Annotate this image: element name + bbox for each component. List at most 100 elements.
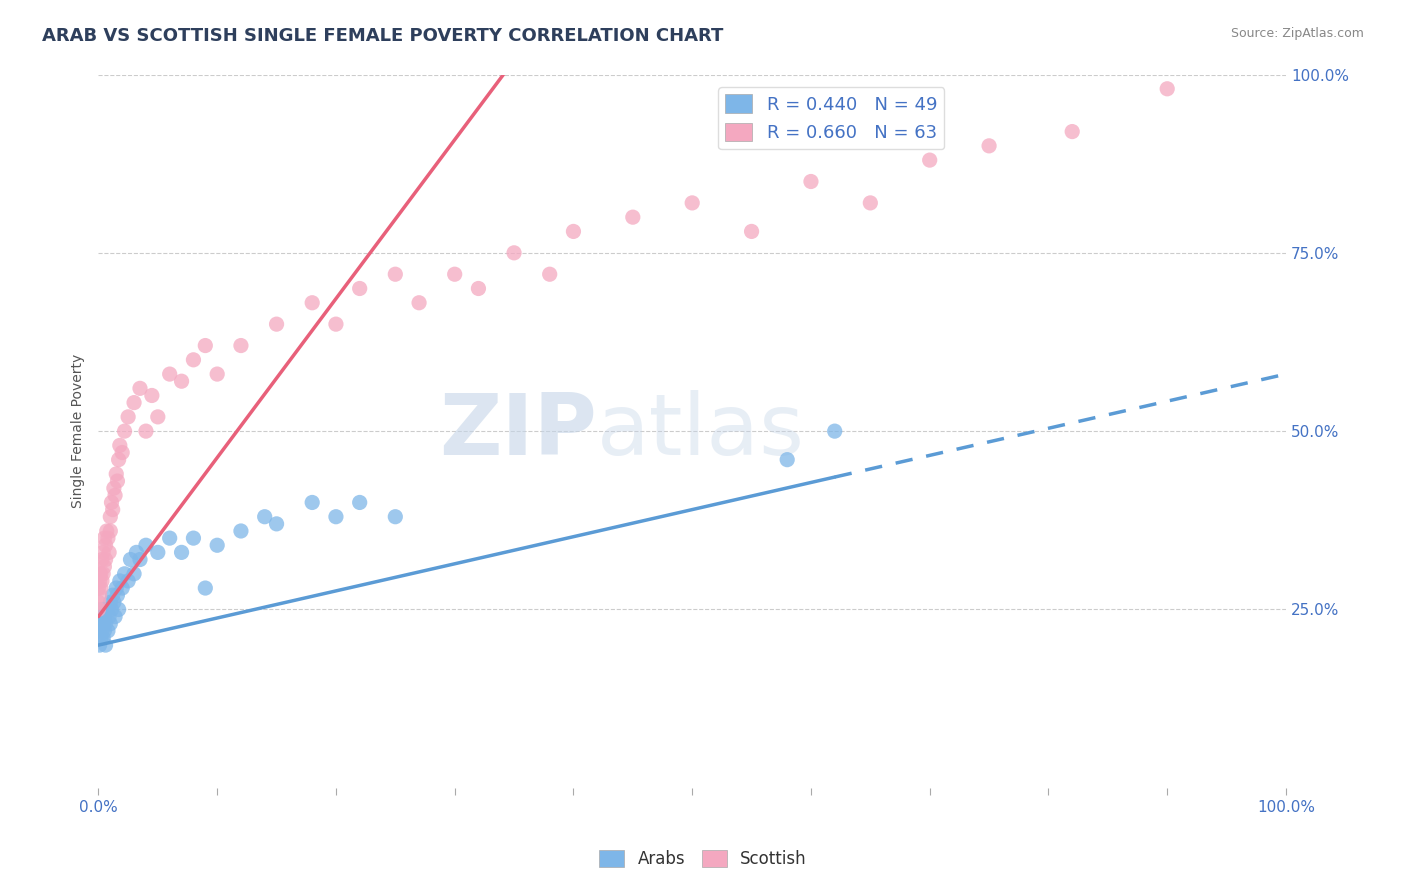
Point bbox=[89, 616, 111, 631]
Point bbox=[538, 267, 561, 281]
Point bbox=[301, 495, 323, 509]
Point bbox=[135, 538, 157, 552]
Point bbox=[98, 509, 121, 524]
Point bbox=[89, 638, 111, 652]
Point bbox=[93, 624, 115, 638]
Point bbox=[159, 531, 181, 545]
Point bbox=[96, 524, 118, 538]
Point bbox=[107, 452, 129, 467]
Point bbox=[467, 281, 489, 295]
Point bbox=[90, 581, 112, 595]
Point bbox=[101, 502, 124, 516]
Point bbox=[408, 295, 430, 310]
Point bbox=[100, 495, 122, 509]
Point bbox=[205, 538, 228, 552]
Point bbox=[94, 638, 117, 652]
Point bbox=[91, 545, 114, 559]
Point bbox=[1156, 82, 1178, 96]
Point bbox=[103, 595, 125, 609]
Point bbox=[114, 566, 136, 581]
Point bbox=[122, 395, 145, 409]
Point bbox=[93, 531, 115, 545]
Text: ZIP: ZIP bbox=[440, 390, 598, 473]
Point bbox=[94, 538, 117, 552]
Point bbox=[349, 495, 371, 509]
Point bbox=[111, 581, 134, 595]
Point bbox=[93, 559, 115, 574]
Point bbox=[229, 338, 252, 352]
Point bbox=[170, 545, 193, 559]
Point bbox=[91, 616, 114, 631]
Point bbox=[101, 588, 124, 602]
Point bbox=[443, 267, 465, 281]
Point bbox=[91, 631, 114, 645]
Point bbox=[776, 452, 799, 467]
Point bbox=[100, 602, 122, 616]
Point bbox=[117, 409, 139, 424]
Point bbox=[111, 445, 134, 459]
Point bbox=[194, 338, 217, 352]
Text: Source: ZipAtlas.com: Source: ZipAtlas.com bbox=[1230, 27, 1364, 40]
Point bbox=[96, 602, 118, 616]
Point bbox=[129, 381, 152, 395]
Legend: R = 0.440   N = 49, R = 0.660   N = 63: R = 0.440 N = 49, R = 0.660 N = 63 bbox=[718, 87, 945, 149]
Point bbox=[91, 602, 114, 616]
Legend: Arabs, Scottish: Arabs, Scottish bbox=[592, 843, 814, 875]
Point bbox=[146, 409, 169, 424]
Point bbox=[170, 374, 193, 388]
Point bbox=[800, 174, 823, 188]
Point bbox=[681, 195, 703, 210]
Point bbox=[253, 509, 276, 524]
Point bbox=[117, 574, 139, 588]
Point bbox=[266, 516, 288, 531]
Point bbox=[98, 609, 121, 624]
Point bbox=[349, 281, 371, 295]
Point bbox=[135, 424, 157, 438]
Point bbox=[104, 488, 127, 502]
Point bbox=[98, 545, 121, 559]
Point bbox=[183, 531, 205, 545]
Point bbox=[91, 574, 114, 588]
Point bbox=[87, 581, 110, 595]
Point bbox=[94, 616, 117, 631]
Point bbox=[103, 481, 125, 495]
Point bbox=[183, 352, 205, 367]
Point bbox=[301, 295, 323, 310]
Point bbox=[562, 224, 585, 238]
Point bbox=[108, 574, 131, 588]
Point bbox=[87, 602, 110, 616]
Y-axis label: Single Female Poverty: Single Female Poverty bbox=[72, 354, 86, 508]
Point bbox=[229, 524, 252, 538]
Point bbox=[91, 624, 114, 638]
Point bbox=[98, 524, 121, 538]
Point bbox=[97, 531, 120, 545]
Point bbox=[741, 224, 763, 238]
Point bbox=[93, 609, 115, 624]
Point bbox=[122, 566, 145, 581]
Point bbox=[107, 588, 129, 602]
Point bbox=[89, 566, 111, 581]
Point bbox=[105, 581, 128, 595]
Point bbox=[87, 624, 110, 638]
Point bbox=[107, 602, 129, 616]
Point bbox=[125, 545, 148, 559]
Point bbox=[621, 210, 644, 224]
Point bbox=[94, 552, 117, 566]
Point bbox=[859, 195, 882, 210]
Point bbox=[98, 595, 121, 609]
Point bbox=[89, 588, 111, 602]
Point bbox=[159, 367, 181, 381]
Point bbox=[824, 424, 846, 438]
Text: ARAB VS SCOTTISH SINGLE FEMALE POVERTY CORRELATION CHART: ARAB VS SCOTTISH SINGLE FEMALE POVERTY C… bbox=[42, 27, 724, 45]
Point bbox=[146, 545, 169, 559]
Point bbox=[918, 153, 941, 167]
Point bbox=[1062, 125, 1084, 139]
Point bbox=[104, 609, 127, 624]
Point bbox=[98, 616, 121, 631]
Point bbox=[105, 467, 128, 481]
Point bbox=[205, 367, 228, 381]
Point bbox=[97, 624, 120, 638]
Point bbox=[90, 631, 112, 645]
Point bbox=[384, 509, 406, 524]
Point bbox=[91, 566, 114, 581]
